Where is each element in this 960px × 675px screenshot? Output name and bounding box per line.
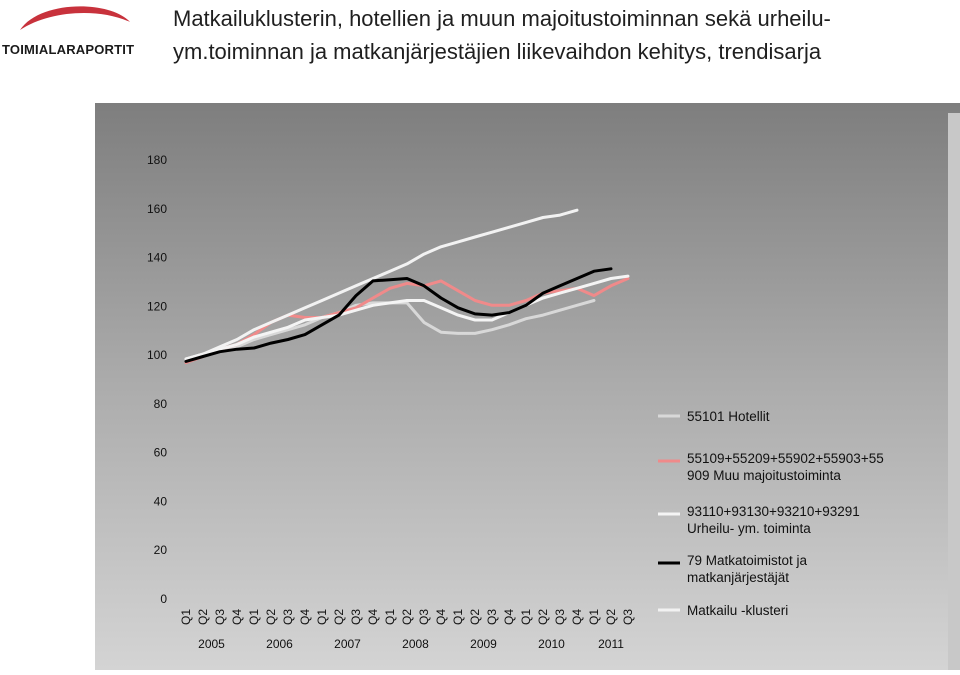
chart-right-edge	[948, 113, 960, 670]
year-label: 2009	[470, 637, 497, 651]
year-label: 2006	[266, 637, 293, 651]
x-tick-label: Q3	[281, 609, 295, 625]
x-tick-label: Q4	[230, 609, 244, 625]
x-tick-label: Q2	[604, 609, 618, 625]
x-tick-label: Q3	[553, 609, 567, 625]
x-tick-label: Q2	[264, 609, 278, 625]
y-tick-label: 60	[154, 446, 168, 460]
x-tick-label: Q1	[587, 609, 601, 625]
year-label: 2007	[334, 637, 361, 651]
page-title: Matkailuklusterin, hotellien ja muun maj…	[173, 6, 831, 64]
logo-swoosh-red	[20, 6, 130, 30]
x-tick-label: Q1	[247, 609, 261, 625]
logo-swoosh-blue	[28, 17, 125, 30]
x-tick-label: Q4	[570, 609, 584, 625]
series-line-3	[184, 274, 630, 361]
y-tick-label: 180	[147, 153, 167, 167]
series-line-4	[184, 267, 613, 363]
x-tick-label: Q3	[621, 609, 635, 625]
x-tick-label: Q1	[519, 609, 533, 625]
y-tick-label: 80	[154, 397, 168, 411]
x-tick-label: Q4	[502, 609, 516, 625]
chart-panel: 0 20 40 60 80 100 120 140 160 180 Q1 Q2 Q3 Q4 Q1 Q2 Q3 Q…	[95, 103, 960, 670]
year-label: 2008	[402, 637, 429, 651]
chart-background	[95, 103, 960, 670]
x-tick-label: Q2	[468, 609, 482, 625]
legend-entry: 55109+55209+55902+55903+55 909 Muu majoit…	[687, 451, 884, 483]
series-line-2	[184, 277, 630, 365]
logo-text: TOIMIALARAPORTIT	[2, 42, 135, 57]
x-tick-label: Q2	[400, 609, 414, 625]
x-tick-label: Q1	[383, 609, 397, 625]
x-tick-label: Q4	[298, 609, 312, 625]
legend-entry: 55101 Hotellit	[687, 409, 770, 424]
series-line-5	[184, 208, 579, 361]
x-tick-label: Q3	[349, 609, 363, 625]
y-tick-label: 140	[147, 251, 167, 265]
year-label: 2011	[598, 637, 624, 651]
x-tick-label: Q3	[485, 609, 499, 625]
y-tick-label: 100	[147, 348, 167, 362]
x-tick-label: Q2	[196, 609, 210, 625]
x-tick-label: Q2	[332, 609, 346, 625]
x-tick-label: Q1	[179, 609, 193, 625]
x-tick-label: Q4	[434, 609, 448, 625]
x-tick-label: Q4	[366, 609, 380, 625]
year-label: 2005	[198, 637, 225, 651]
x-tick-label: Q2	[536, 609, 550, 625]
x-tick-label: Q3	[213, 609, 227, 625]
y-tick-label: 0	[160, 592, 167, 606]
legend-entry: Matkailu -klusteri	[687, 603, 788, 618]
y-tick-label: 20	[154, 543, 168, 557]
year-label: 2010	[538, 637, 565, 651]
x-tick-label: Q1	[315, 609, 329, 625]
y-tick-label: 160	[147, 202, 167, 216]
y-tick-label: 40	[154, 494, 168, 508]
x-tick-label: Q3	[417, 609, 431, 625]
legend-entry: 93110+93130+93210+93291 Urheilu- ym. toim…	[687, 504, 860, 536]
toimialaraportit-logo	[20, 6, 130, 30]
x-tick-label: Q1	[451, 609, 465, 625]
y-tick-label: 120	[147, 299, 167, 313]
legend-entry: 79 Matkatoimistot ja matkanjärjestäjät	[687, 553, 808, 585]
